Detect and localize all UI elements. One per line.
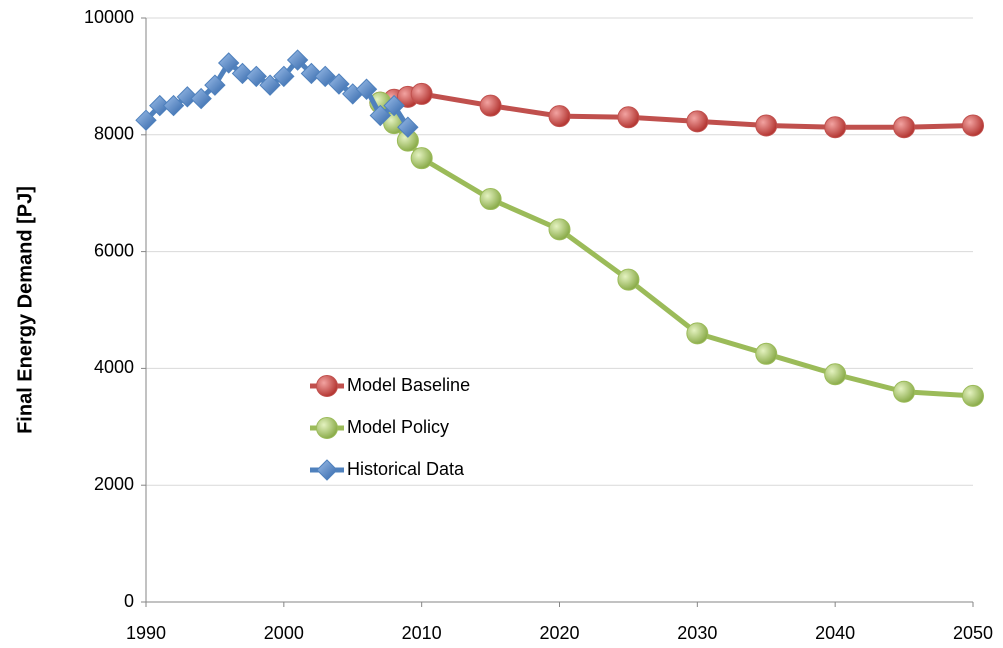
marker: [479, 94, 502, 117]
marker: [135, 109, 157, 131]
x-tick-label: 2050: [953, 623, 993, 643]
y-tick-label: 6000: [94, 240, 134, 260]
y-axis-label: Final Energy Demand [PJ]: [14, 186, 36, 434]
legend-label: Model Policy: [347, 417, 449, 437]
marker: [962, 384, 984, 407]
marker: [245, 65, 267, 88]
x-tick-label: 2020: [539, 623, 579, 643]
y-tick-label: 2000: [94, 474, 134, 494]
legend-label: Historical Data: [347, 459, 465, 479]
marker: [397, 116, 419, 138]
marker: [617, 268, 640, 291]
y-tick-label: 0: [124, 591, 134, 611]
marker: [893, 116, 916, 139]
y-tick-label: 10000: [84, 7, 134, 27]
marker: [162, 94, 185, 117]
legend-marker: [316, 459, 338, 481]
x-tick-label: 2040: [815, 623, 855, 643]
marker: [217, 52, 240, 74]
marker: [355, 78, 378, 100]
x-tick-label: 1990: [126, 623, 166, 643]
marker: [548, 218, 571, 241]
marker: [410, 147, 433, 170]
marker: [686, 110, 709, 133]
marker: [548, 105, 571, 128]
marker: [314, 65, 336, 88]
marker: [479, 188, 502, 211]
marker: [204, 74, 226, 96]
y-tick-label: 4000: [94, 357, 134, 377]
marker: [824, 363, 847, 386]
marker: [273, 65, 295, 88]
marker: [755, 342, 778, 365]
marker: [962, 114, 984, 137]
marker: [190, 87, 212, 110]
x-tick-label: 2030: [677, 623, 717, 643]
y-tick-label: 8000: [94, 124, 134, 144]
marker: [617, 106, 640, 129]
marker: [300, 62, 323, 85]
x-tick-label: 2000: [264, 623, 304, 643]
marker: [824, 116, 847, 139]
marker: [328, 73, 350, 95]
line: [379, 91, 974, 130]
marker: [286, 49, 309, 71]
marker: [231, 62, 254, 85]
marker: [893, 380, 916, 403]
marker: [369, 104, 392, 127]
marker: [176, 86, 199, 108]
marker: [755, 114, 778, 137]
marker: [686, 322, 709, 345]
marker: [383, 94, 405, 117]
line: [378, 101, 974, 399]
marker: [410, 82, 433, 105]
legend-marker: [316, 375, 338, 397]
legend-label: Model Baseline: [347, 375, 470, 395]
marker: [259, 74, 281, 96]
x-tick-label: 2010: [402, 623, 442, 643]
legend-marker: [316, 417, 338, 439]
